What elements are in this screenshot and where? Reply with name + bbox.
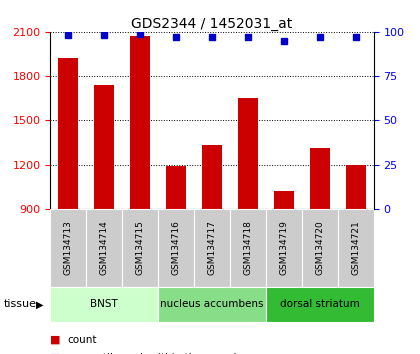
- Text: BNST: BNST: [90, 299, 118, 309]
- Text: dorsal striatum: dorsal striatum: [280, 299, 360, 309]
- Text: GSM134717: GSM134717: [207, 220, 217, 275]
- Bar: [194, 209, 230, 287]
- Text: GSM134718: GSM134718: [244, 220, 252, 275]
- Bar: [238, 98, 258, 209]
- Text: tissue: tissue: [4, 299, 37, 309]
- Bar: [230, 209, 266, 287]
- Bar: [338, 209, 374, 287]
- Bar: [158, 209, 194, 287]
- Bar: [302, 209, 338, 287]
- Bar: [266, 209, 302, 287]
- Text: percentile rank within the sample: percentile rank within the sample: [67, 353, 243, 354]
- Bar: [158, 287, 266, 322]
- Bar: [310, 148, 330, 209]
- Text: ■: ■: [50, 335, 61, 345]
- Bar: [122, 209, 158, 287]
- Text: GSM134721: GSM134721: [352, 221, 360, 275]
- Title: GDS2344 / 1452031_at: GDS2344 / 1452031_at: [131, 17, 293, 31]
- Text: GSM134716: GSM134716: [172, 220, 181, 275]
- Bar: [58, 58, 78, 209]
- Text: ■: ■: [50, 353, 61, 354]
- Text: count: count: [67, 335, 97, 345]
- Bar: [50, 287, 158, 322]
- Text: nucleus accumbens: nucleus accumbens: [160, 299, 264, 309]
- Bar: [166, 166, 186, 209]
- Bar: [50, 209, 87, 287]
- Text: GSM134720: GSM134720: [315, 221, 324, 275]
- Bar: [87, 209, 122, 287]
- Bar: [94, 85, 114, 209]
- Bar: [274, 191, 294, 209]
- Bar: [202, 145, 222, 209]
- Text: GSM134713: GSM134713: [64, 220, 73, 275]
- Text: ▶: ▶: [36, 299, 43, 309]
- Text: GSM134715: GSM134715: [136, 220, 145, 275]
- Bar: [346, 165, 366, 209]
- Text: GSM134714: GSM134714: [100, 221, 109, 275]
- Text: GSM134719: GSM134719: [279, 220, 289, 275]
- Bar: [266, 287, 374, 322]
- Bar: [130, 36, 150, 209]
